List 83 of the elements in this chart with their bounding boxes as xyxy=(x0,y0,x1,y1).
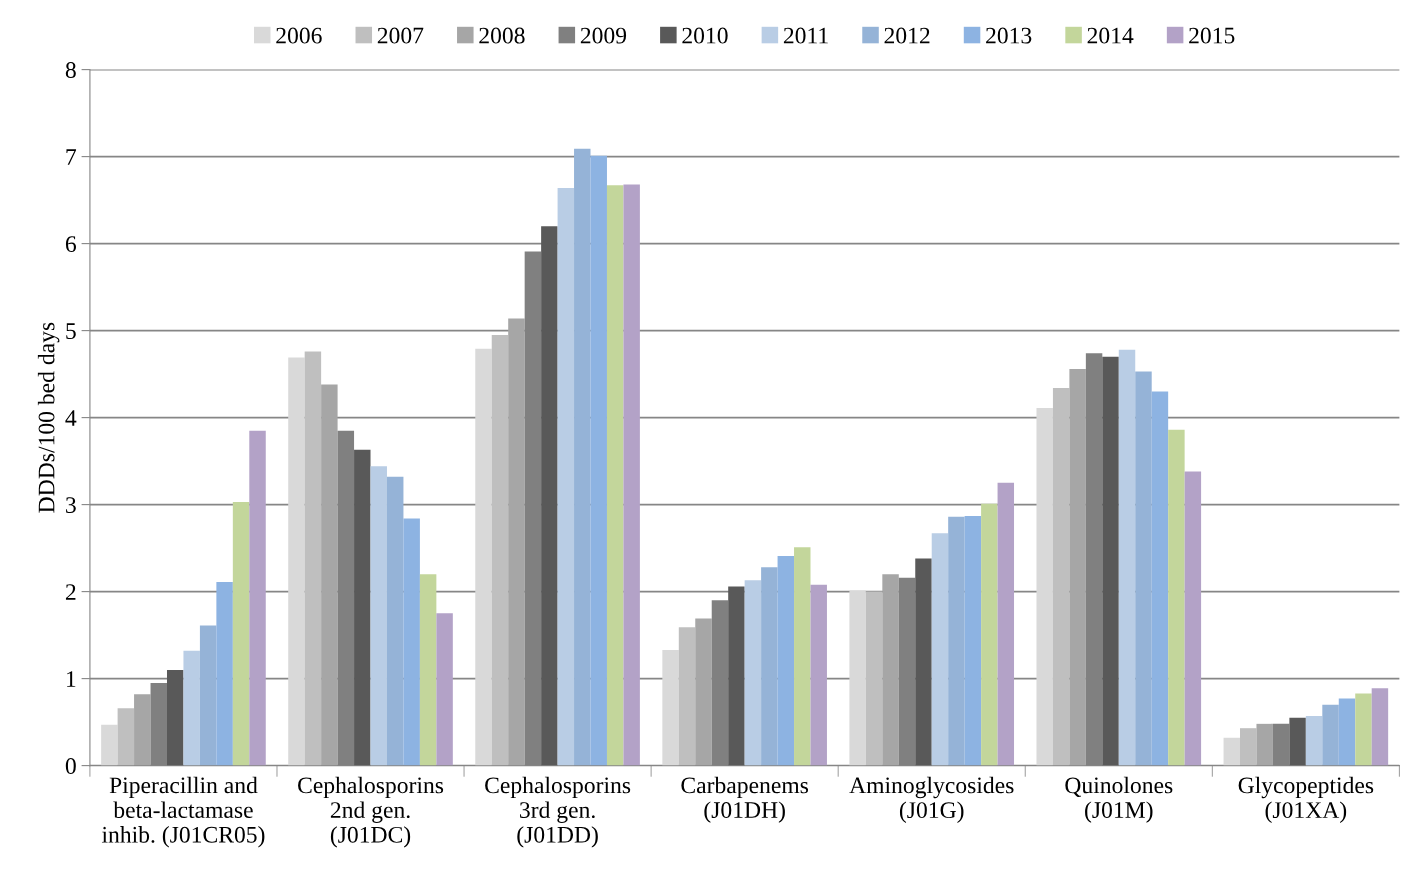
bar xyxy=(728,586,745,766)
legend-label: 2013 xyxy=(986,27,1032,44)
bar xyxy=(1305,716,1323,766)
x-tick-label: Cephalosporins 3rd gen. (J01DD) xyxy=(485,776,631,848)
bar xyxy=(678,627,696,766)
legend-label: 2007 xyxy=(377,27,424,44)
bar xyxy=(794,547,811,766)
bar xyxy=(1184,471,1202,766)
x-tick-label: Glycopeptides (J01XA) xyxy=(1238,776,1374,823)
bar xyxy=(370,466,387,766)
bar xyxy=(117,708,135,766)
y-tick-label: 4 xyxy=(65,410,77,426)
bar xyxy=(898,577,916,766)
bar xyxy=(1256,723,1273,766)
bar xyxy=(101,724,118,766)
bar xyxy=(436,613,453,766)
bar xyxy=(288,357,305,766)
y-tick-label: 2 xyxy=(65,584,76,600)
x-tick-label: Cephalosporins 2nd gen. (J01DC) xyxy=(298,776,444,848)
bar xyxy=(1289,717,1306,766)
bar xyxy=(662,649,679,766)
bar xyxy=(744,580,762,766)
bar xyxy=(134,694,151,766)
y-tick-label: 5 xyxy=(66,323,76,340)
bar xyxy=(623,184,640,766)
y-tick-label: 6 xyxy=(65,236,77,253)
x-tick-label: Quinolones (J01M) xyxy=(1065,776,1173,823)
bar xyxy=(183,650,200,766)
bar xyxy=(475,348,492,766)
legend-label: 2010 xyxy=(682,27,728,44)
bar xyxy=(354,449,371,766)
legend-label: 2006 xyxy=(276,27,322,44)
y-tick-label: 0 xyxy=(65,758,76,775)
bar xyxy=(508,318,525,766)
bar xyxy=(1118,349,1136,766)
bar xyxy=(1069,368,1086,766)
bar xyxy=(810,584,827,766)
bar xyxy=(304,351,322,766)
bar xyxy=(249,430,266,766)
bar xyxy=(1036,408,1053,766)
x-tick-label: Piperacillin and beta-lactamase inhib. (J01CR05) xyxy=(101,776,265,848)
bar xyxy=(166,669,184,766)
bar xyxy=(491,334,509,766)
y-tick-label: 3 xyxy=(66,497,76,514)
bar xyxy=(997,482,1015,766)
bar xyxy=(419,574,437,766)
legend-label: 2012 xyxy=(884,27,930,44)
bar xyxy=(981,503,998,766)
legend-label: 2015 xyxy=(1189,27,1235,44)
bar xyxy=(849,590,866,766)
bar xyxy=(232,501,250,766)
bar xyxy=(1052,388,1070,766)
bar xyxy=(1371,688,1389,766)
bar xyxy=(1272,723,1290,766)
y-tick-label: 7 xyxy=(66,149,77,165)
bar xyxy=(915,558,932,766)
bar xyxy=(524,251,542,766)
bar xyxy=(1085,353,1103,766)
y-tick-label: 8 xyxy=(65,62,76,79)
legend-label: 2011 xyxy=(783,27,828,44)
bar xyxy=(150,682,167,766)
bar xyxy=(1102,356,1119,766)
bar xyxy=(882,574,899,766)
bar xyxy=(931,533,949,766)
bar xyxy=(321,384,338,766)
bar xyxy=(1355,693,1372,766)
legend-label: 2009 xyxy=(580,27,627,44)
bar xyxy=(711,600,729,766)
y-tick-label: 1 xyxy=(67,671,76,687)
legend-label: 2014 xyxy=(1087,27,1134,44)
bar xyxy=(606,185,624,766)
x-tick-label: Aminoglycosides (J01G) xyxy=(849,776,1014,823)
bar xyxy=(557,187,575,766)
bar xyxy=(541,226,558,766)
bar xyxy=(1223,737,1240,766)
legend-label: 2008 xyxy=(479,27,525,44)
bar xyxy=(1168,429,1185,766)
bar xyxy=(865,591,883,766)
bar xyxy=(695,618,712,766)
bar xyxy=(337,430,355,766)
y-axis-title: DDDs/100 bed days xyxy=(37,322,60,513)
x-tick-label: Carbapenems (J01DH) xyxy=(681,776,809,823)
bar xyxy=(1240,728,1257,766)
